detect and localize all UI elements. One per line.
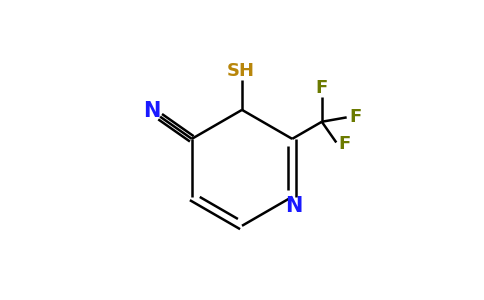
Text: N: N [143,101,161,121]
Text: F: F [316,79,328,97]
Text: F: F [349,108,362,126]
Text: SH: SH [227,61,255,80]
Text: N: N [285,196,302,216]
Text: F: F [338,135,351,153]
